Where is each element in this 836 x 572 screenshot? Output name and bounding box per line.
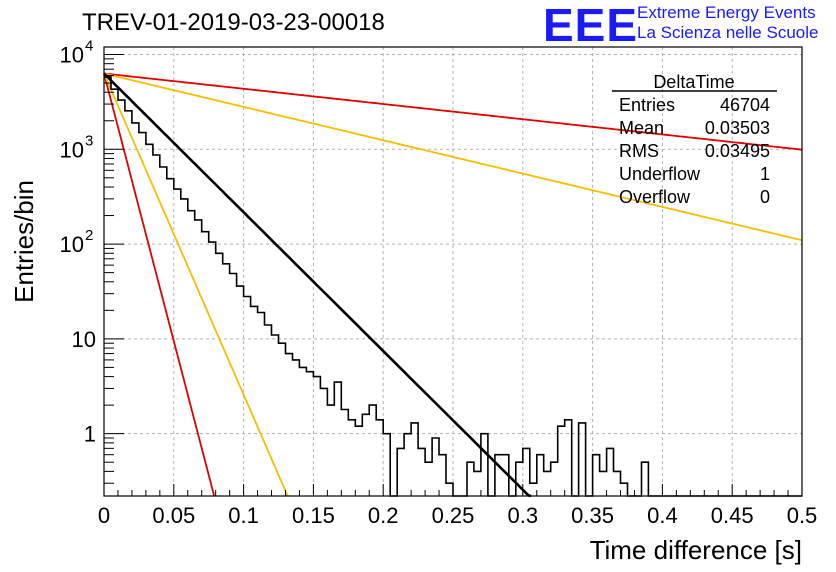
stats-label: RMS xyxy=(619,141,659,161)
x-tick-labels: 0 0.05 0.1 0.15 0.2 0.25 0.3 0.35 0.4 0.45 0.5 xyxy=(98,503,817,528)
orange-curve-shallow xyxy=(103,72,803,242)
axis-ticks xyxy=(103,54,803,496)
stats-value: 1 xyxy=(760,164,770,184)
grid-lines xyxy=(104,47,802,496)
x-tick-label: 0.25 xyxy=(432,503,475,528)
stats-label: Underflow xyxy=(619,164,701,184)
stats-value: 46704 xyxy=(720,95,770,115)
y-tick-label: 10 xyxy=(60,43,84,68)
y-tick-exponent: 2 xyxy=(85,227,93,244)
x-tick-label: 0.1 xyxy=(228,503,259,528)
red-curve-shallow xyxy=(103,72,803,151)
x-tick-label: 0.5 xyxy=(787,503,818,528)
y-tick-label: 10 xyxy=(72,327,96,352)
x-tick-label: 0.05 xyxy=(152,503,195,528)
eee-logo: EEE xyxy=(543,0,639,51)
stats-label: Mean xyxy=(619,118,664,138)
red-curve-steep xyxy=(103,73,216,497)
stats-value: 0.03503 xyxy=(705,118,770,138)
x-axis-label: Time difference [s] xyxy=(590,535,802,565)
histogram-layer xyxy=(104,76,802,497)
stats-label: Entries xyxy=(619,95,675,115)
curves-layer xyxy=(103,72,803,498)
stats-label: Overflow xyxy=(619,187,691,207)
y-tick-label: 1 xyxy=(84,422,96,447)
histogram-outline xyxy=(104,76,802,497)
x-tick-label: 0.4 xyxy=(647,503,678,528)
org-name-line1: Extreme Energy Events xyxy=(637,3,816,22)
x-tick-label: 0 xyxy=(98,503,110,528)
y-tick-exponent: 3 xyxy=(85,132,93,149)
y-tick-exponent: 4 xyxy=(85,38,93,55)
stats-value: 0.03495 xyxy=(705,141,770,161)
org-name-line2: La Scienza nelle Scuole xyxy=(637,23,819,42)
stats-box-title: DeltaTime xyxy=(653,72,734,92)
x-tick-label: 0.2 xyxy=(368,503,399,528)
y-tick-label: 10 xyxy=(60,232,84,257)
x-tick-label: 0.3 xyxy=(508,503,539,528)
chart-title: TREV-01-2019-03-23-00018 xyxy=(82,9,385,36)
fit-curve xyxy=(103,72,532,498)
y-axis-label: Entries/bin xyxy=(9,180,39,303)
x-tick-label: 0.15 xyxy=(292,503,335,528)
x-tick-label: 0.45 xyxy=(711,503,754,528)
y-tick-label: 10 xyxy=(60,137,84,162)
stats-value: 0 xyxy=(760,187,770,207)
stats-box: DeltaTime Entries 46704 Mean 0.03503 RMS 0.034… xyxy=(612,72,777,207)
x-tick-label: 0.35 xyxy=(571,503,614,528)
orange-curve-steep xyxy=(103,73,289,497)
